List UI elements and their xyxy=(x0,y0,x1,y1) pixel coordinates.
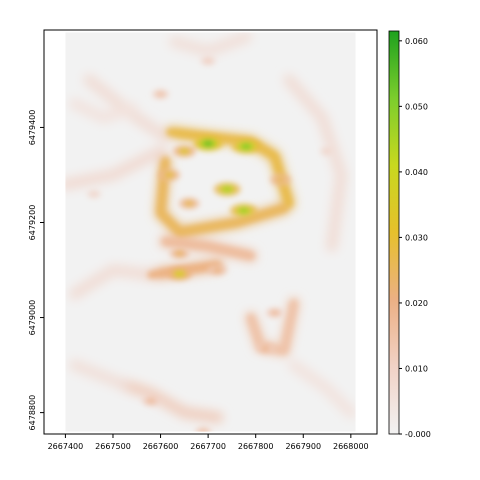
density-ridge-core xyxy=(157,157,288,236)
y-axis: 6478800 6479000 6479200 6479400 xyxy=(28,110,44,431)
x-tick-label: 2668000 xyxy=(333,442,369,451)
legend-colorbar xyxy=(388,30,400,435)
hotspot-core xyxy=(200,429,207,432)
hotspot-core xyxy=(271,310,278,315)
density-ridge-core xyxy=(161,238,255,260)
legend-tick-label: 0.060 xyxy=(405,37,428,46)
x-axis: 2667400 2667500 2667600 2667700 2667800 26679… xyxy=(48,434,369,451)
y-tick-label: 6479400 xyxy=(28,110,37,146)
x-tick-label: 2667800 xyxy=(238,442,274,451)
hotspot-core xyxy=(276,177,285,182)
hotspot-core xyxy=(241,143,252,150)
density-ridge xyxy=(116,378,224,424)
density-ridge xyxy=(68,264,157,300)
x-tick-label: 2667400 xyxy=(48,442,84,451)
x-tick-label: 2667600 xyxy=(143,442,179,451)
density-ridge xyxy=(283,73,348,253)
color-legend: -0.000 0.010 0.020 0.030 0.040 0.050 0.060 xyxy=(388,30,431,439)
hotspot-core xyxy=(180,148,189,154)
hotspot-core xyxy=(324,149,330,154)
plot-frame xyxy=(43,29,378,435)
density-ridge xyxy=(65,145,167,191)
density-ridge xyxy=(287,359,356,419)
legend-tick-label: 0.050 xyxy=(405,102,428,111)
hotspot-core xyxy=(205,59,211,63)
y-tick-label: 6478800 xyxy=(28,395,37,431)
density-ridge xyxy=(68,97,138,124)
hotspot-group xyxy=(86,56,335,432)
hotspot-core xyxy=(157,92,164,97)
hotspot-core xyxy=(261,346,269,351)
hotspot-core xyxy=(202,140,214,147)
density-ridge xyxy=(68,359,129,391)
hotspot-core xyxy=(91,192,97,196)
hotspot-core xyxy=(214,267,221,273)
raster-layer xyxy=(65,32,356,432)
density-ridge xyxy=(168,32,253,58)
legend-tick-label: 0.040 xyxy=(405,168,428,177)
y-tick-label: 6479200 xyxy=(28,205,37,241)
hotspot-core xyxy=(176,251,184,256)
legend-tick-label: 0.020 xyxy=(405,299,428,308)
hotspot-core xyxy=(185,201,193,206)
density-ridge xyxy=(83,73,172,143)
y-tick-label: 6479000 xyxy=(28,300,37,336)
x-tick-label: 2667500 xyxy=(95,442,131,451)
hotspot-core xyxy=(239,207,249,214)
x-tick-label: 2667900 xyxy=(285,442,321,451)
legend-tick-label: 0.010 xyxy=(405,364,428,373)
hotspot-core xyxy=(147,398,155,403)
hotspot-core xyxy=(165,172,173,178)
hotspot-core xyxy=(175,271,184,277)
legend-tick-label: -0.000 xyxy=(405,430,431,439)
legend-tick-label: 0.030 xyxy=(405,233,428,242)
x-tick-label: 2667700 xyxy=(190,442,226,451)
hotspot-core xyxy=(222,186,232,192)
